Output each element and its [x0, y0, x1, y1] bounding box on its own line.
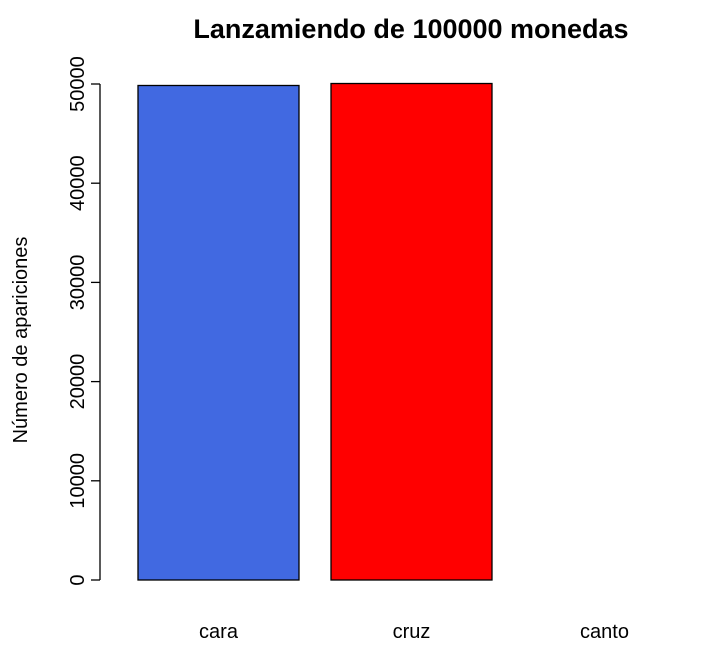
y-tick-label: 30000 — [67, 255, 89, 311]
y-tick-label: 40000 — [67, 155, 89, 211]
category-label-cruz: cruz — [393, 621, 431, 643]
y-tick-label: 50000 — [67, 56, 89, 112]
y-axis-label: Número de apariciones — [10, 237, 32, 444]
y-tick-label: 20000 — [67, 354, 89, 410]
category-label-canto: canto — [580, 621, 629, 643]
category-label-cara: cara — [199, 621, 239, 643]
bar-cruz — [330, 82, 493, 581]
chart-title: Lanzamiendo de 100000 monedas — [193, 14, 628, 44]
category-labels: cara cruz canto — [199, 621, 629, 643]
y-tick-label: 0 — [67, 574, 89, 585]
bar-cara — [137, 84, 300, 581]
y-tick-label: 10000 — [67, 453, 89, 509]
y-axis: 0 10000 20000 30000 40000 50000 — [67, 56, 101, 586]
bars — [137, 82, 493, 581]
